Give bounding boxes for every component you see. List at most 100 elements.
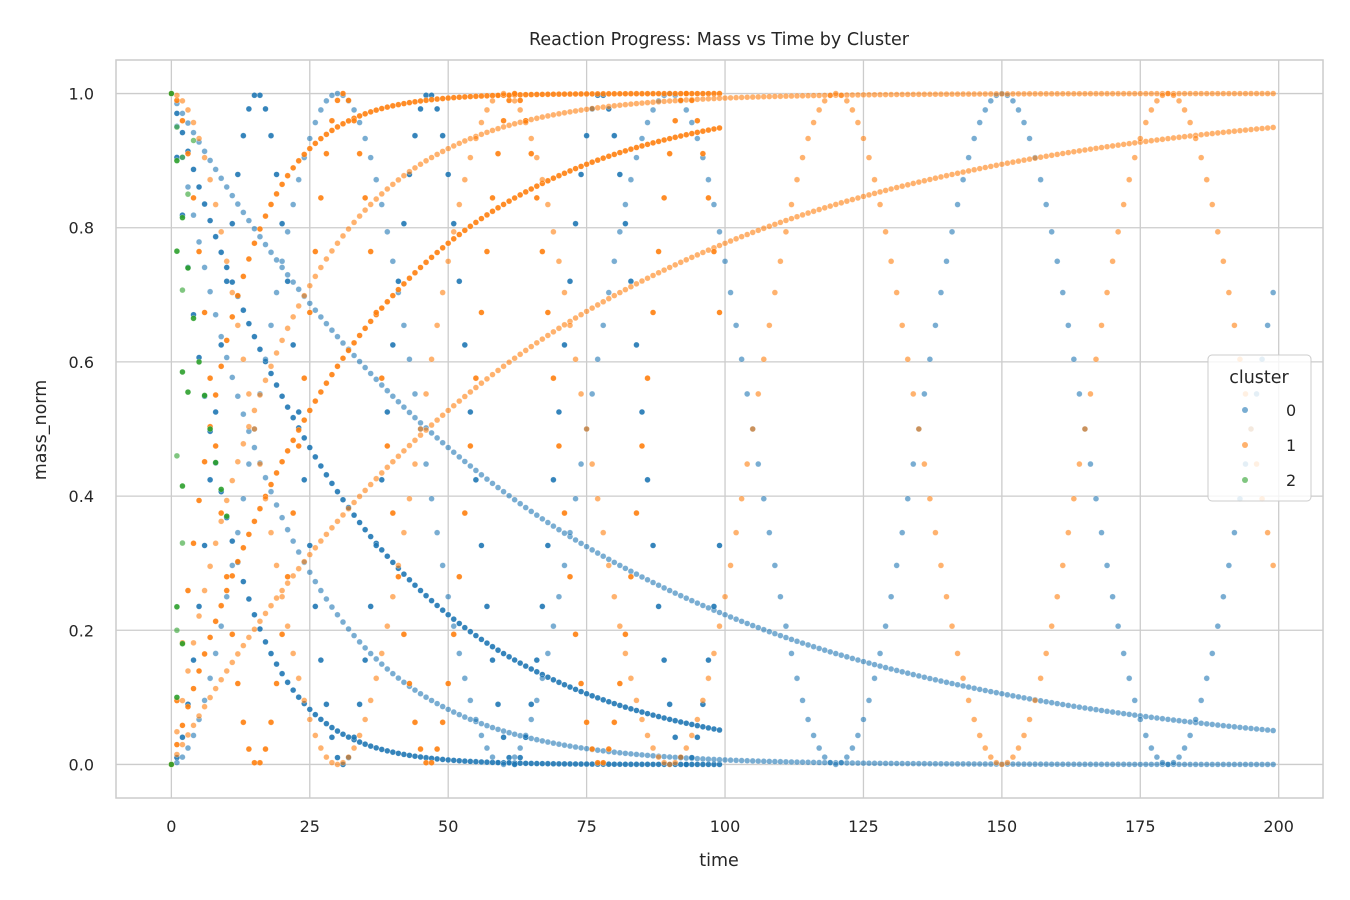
data-point [1242, 126, 1249, 134]
data-point [910, 390, 917, 398]
data-point [910, 180, 917, 187]
data-point [1126, 675, 1133, 682]
data-point [367, 650, 374, 657]
data-point [589, 745, 596, 753]
data-point [461, 176, 468, 183]
data-point [218, 341, 225, 349]
data-point [223, 593, 230, 600]
data-point [456, 757, 463, 764]
data-point [976, 732, 983, 739]
data-point [461, 675, 468, 682]
data-point [976, 90, 983, 98]
data-point [661, 714, 668, 722]
data-point [627, 278, 635, 285]
data-point [577, 540, 585, 547]
data-point [323, 754, 330, 761]
data-point [234, 680, 241, 687]
data-point [234, 200, 241, 208]
data-point [821, 759, 828, 766]
data-point [572, 165, 579, 172]
data-point [434, 700, 441, 707]
data-point [583, 745, 590, 752]
data-point [627, 761, 635, 768]
data-point [428, 759, 435, 766]
data-point [522, 732, 529, 739]
data-point [328, 759, 336, 766]
y-axis-label: mass_norm [31, 380, 51, 481]
data-point [594, 747, 601, 754]
data-point [1054, 90, 1061, 97]
data-point [738, 94, 745, 101]
data-point [494, 759, 502, 766]
data-point [649, 744, 657, 752]
data-point [1214, 129, 1221, 137]
data-point [334, 488, 341, 495]
data-point [295, 565, 302, 572]
data-point [267, 370, 275, 377]
data-point [1126, 90, 1133, 97]
data-point [899, 529, 906, 536]
data-point [987, 688, 994, 695]
data-point [871, 91, 878, 98]
data-point [566, 743, 574, 750]
data-point [528, 665, 535, 673]
data-point [478, 119, 485, 126]
data-point [1004, 691, 1011, 698]
data-point [666, 135, 673, 142]
data-point [472, 375, 479, 382]
data-point [1231, 90, 1238, 97]
data-point [1181, 744, 1188, 752]
data-point [577, 680, 585, 687]
data-point [201, 309, 208, 316]
data-point [832, 90, 839, 97]
data-point [229, 192, 236, 199]
data-point [339, 120, 347, 127]
data-point [749, 93, 756, 101]
data-point [317, 313, 324, 321]
data-point [1065, 702, 1072, 709]
data-point [317, 744, 324, 752]
data-point [683, 744, 690, 752]
data-point [661, 759, 668, 766]
data-point [605, 153, 612, 160]
data-point [716, 542, 723, 549]
data-point [207, 675, 214, 682]
data-point [367, 533, 374, 540]
data-point [406, 576, 413, 583]
data-point [350, 632, 358, 639]
data-point [256, 391, 264, 399]
data-point [644, 275, 651, 282]
data-point [1220, 258, 1227, 265]
data-point [948, 91, 956, 98]
data-point [422, 259, 430, 266]
data-point [1203, 131, 1210, 138]
data-point [1020, 119, 1028, 126]
data-point [494, 367, 502, 374]
data-point [611, 749, 618, 756]
data-point [251, 225, 258, 232]
data-point [517, 119, 524, 126]
data-point [993, 689, 1000, 696]
data-point [915, 91, 922, 98]
data-point [683, 761, 690, 768]
data-point [434, 434, 441, 441]
data-point [638, 716, 646, 723]
data-point [334, 518, 341, 525]
data-point [666, 150, 673, 157]
data-point [672, 261, 679, 268]
data-point [434, 745, 441, 753]
data-point [688, 130, 695, 137]
data-point [1258, 125, 1266, 132]
data-point [267, 719, 275, 726]
data-point [284, 580, 291, 587]
data-point [1004, 160, 1011, 167]
data-point [279, 587, 286, 594]
data-point [1109, 761, 1116, 768]
data-point [184, 106, 192, 114]
data-point [854, 194, 862, 202]
data-point [478, 380, 485, 387]
data-point [721, 593, 729, 600]
data-point [683, 131, 690, 138]
data-point [362, 487, 369, 494]
data-point [218, 509, 225, 517]
